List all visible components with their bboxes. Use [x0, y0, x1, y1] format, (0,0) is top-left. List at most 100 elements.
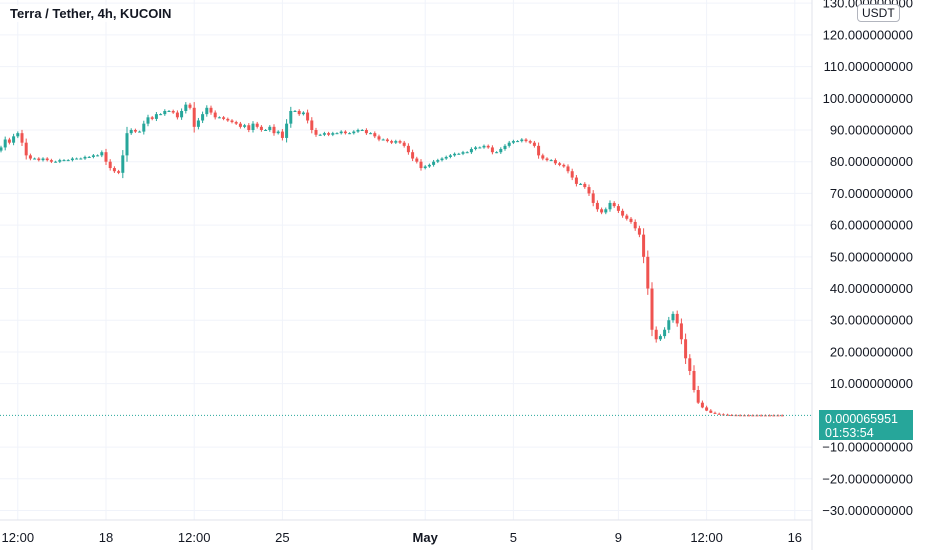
candle-body — [541, 155, 545, 159]
candle-body — [96, 155, 100, 157]
candle-body — [490, 147, 494, 153]
candle-body — [20, 133, 24, 143]
candle-body — [70, 158, 74, 161]
candle-body — [167, 110, 171, 112]
candle-body — [108, 161, 112, 169]
y-tick-label: 20.000000000 — [830, 344, 913, 359]
candle-body — [377, 136, 381, 140]
candle-body — [0, 147, 3, 151]
candle-body — [272, 126, 276, 134]
candle-body — [717, 413, 721, 415]
candle-body — [255, 123, 259, 127]
y-tick-label: −30.000000000 — [822, 503, 913, 518]
x-tick-label: 12:00 — [178, 530, 211, 545]
y-tick-label: 30.000000000 — [830, 313, 913, 328]
candle-body — [352, 131, 356, 134]
candle-body — [440, 158, 444, 161]
candle-body — [28, 155, 32, 159]
candle-body — [700, 402, 704, 408]
candle-body — [45, 158, 49, 161]
candle-body — [310, 120, 314, 130]
candle-body — [671, 313, 675, 321]
candle-body — [390, 141, 394, 143]
candle-body — [209, 107, 213, 113]
candle-body — [125, 133, 129, 156]
candle-body — [600, 209, 604, 213]
candle-body — [306, 112, 310, 121]
candle-body — [688, 358, 692, 371]
candle-body — [251, 123, 255, 130]
y-axis-ticks: 130.000000000120.000000000110.0000000001… — [822, 0, 913, 518]
candle-body — [62, 160, 66, 162]
y-tick-label: 110.000000000 — [824, 59, 913, 74]
candle-body — [79, 158, 83, 160]
candle-body — [608, 202, 612, 210]
y-tick-label: 80.000000000 — [830, 154, 913, 169]
candle-body — [524, 139, 528, 142]
candle-body — [516, 141, 520, 143]
candle-body — [486, 145, 490, 148]
last-price-tag: 0.000065951 01:53:54 — [819, 410, 913, 440]
candle-body — [146, 117, 150, 124]
candlestick-series — [0, 102, 784, 417]
y-tick-label: 70.000000000 — [830, 186, 913, 201]
candle-body — [180, 110, 184, 118]
candle-body — [369, 133, 373, 135]
y-tick-label: 120.000000000 — [823, 27, 913, 42]
candle-body — [780, 415, 784, 417]
candle-body — [112, 168, 116, 172]
candle-body — [553, 160, 557, 164]
candle-body — [562, 164, 566, 167]
candle-body — [411, 152, 415, 159]
x-axis-ticks: 12:00 18 12:00 25 May 5 9 12:00 16 — [2, 530, 803, 545]
candle-body — [566, 166, 570, 172]
candle-body — [49, 160, 53, 162]
candle-body — [457, 153, 461, 155]
currency-unit-badge[interactable]: USDT — [857, 4, 900, 22]
candle-body — [117, 171, 121, 173]
candle-body — [448, 155, 452, 157]
candle-body — [642, 234, 646, 257]
grid-lines — [0, 0, 812, 520]
candle-body — [205, 107, 209, 115]
x-tick-label: 16 — [788, 530, 802, 545]
candle-body — [87, 156, 91, 158]
candle-body — [570, 171, 574, 178]
candle-body — [453, 153, 457, 156]
candle-body — [465, 152, 469, 154]
symbol-legend[interactable]: Terra / Tether, 4h, KUCOIN — [8, 5, 174, 22]
candle-body — [280, 131, 284, 138]
candle-body — [478, 147, 482, 149]
x-tick-label: 5 — [510, 530, 517, 545]
last-price-value: 0.000065951 — [825, 412, 898, 426]
candle-body — [234, 122, 238, 124]
candle-body — [621, 210, 625, 216]
candle-body — [398, 141, 402, 143]
y-tick-label: 100.000000000 — [823, 91, 913, 106]
candle-body — [154, 114, 158, 119]
candle-body — [482, 145, 486, 148]
candle-body — [364, 130, 368, 134]
x-tick-label: 18 — [99, 530, 113, 545]
candle-body — [16, 133, 20, 137]
candle-body — [7, 139, 11, 143]
candle-body — [91, 155, 95, 157]
candle-body — [3, 139, 7, 148]
candle-body — [196, 120, 200, 127]
candle-body — [507, 142, 511, 146]
candle-body — [730, 415, 734, 417]
candle-body — [579, 183, 583, 185]
candle-body — [629, 218, 633, 222]
candle-body — [66, 160, 70, 162]
candle-body — [297, 110, 301, 115]
candle-body — [667, 320, 671, 330]
candle-body — [222, 117, 226, 119]
candle-body — [184, 104, 188, 111]
candle-body — [129, 130, 133, 134]
candle-body — [654, 329, 658, 340]
candle-body — [583, 183, 587, 188]
candle-body — [217, 117, 221, 119]
y-tick-label: −10.000000000 — [822, 440, 913, 455]
